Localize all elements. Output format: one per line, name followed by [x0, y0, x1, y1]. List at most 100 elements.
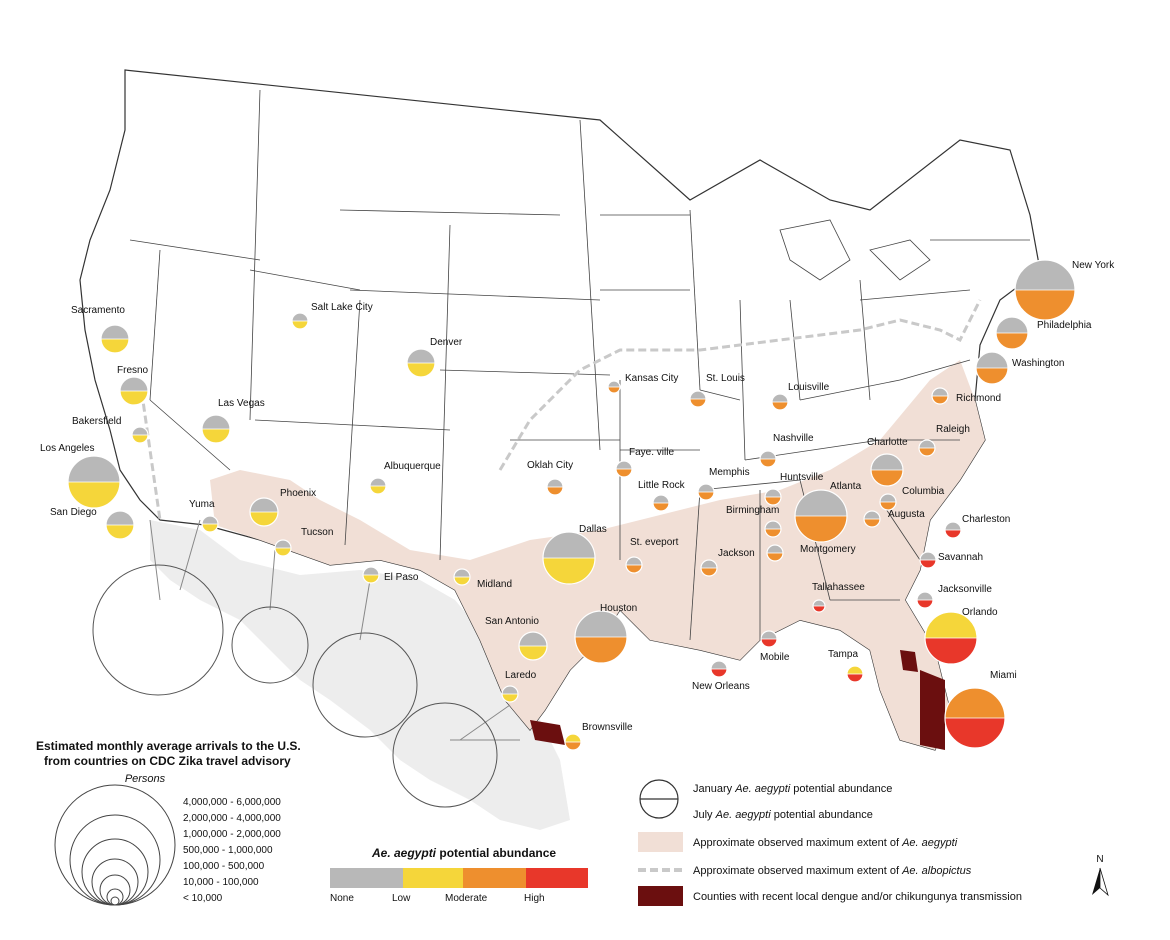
city-label-louisville: Louisville: [788, 382, 830, 393]
july-abundance-half: [945, 718, 1005, 748]
city-marker-san-antonio: San Antonio: [485, 616, 548, 661]
july-abundance-half: [772, 402, 788, 410]
city-marker-little-rock: Little Rock: [638, 480, 686, 512]
city-label-raleigh: Raleigh: [936, 424, 970, 435]
marker-outline: [274, 539, 292, 557]
city-marker-nashville: Nashville: [759, 433, 814, 468]
january-abundance-half: [519, 632, 547, 646]
marker-outline: [863, 510, 881, 528]
abundance-class-high: High: [524, 893, 545, 904]
marker-outline: [652, 494, 670, 512]
origin-circles: [92, 564, 498, 808]
july-abundance-half: [945, 530, 961, 538]
january-abundance-half: [575, 611, 627, 637]
city-label-san-diego: San Diego: [50, 507, 97, 518]
city-label-laredo: Laredo: [505, 670, 537, 681]
july-abundance-half: [132, 435, 148, 443]
city-label-augusta: Augusta: [888, 509, 925, 520]
january-abundance-half: [917, 592, 933, 600]
july-abundance-half: [765, 529, 781, 537]
january-abundance-half: [626, 557, 642, 565]
july-abundance-half: [795, 516, 847, 542]
arrivals-legend: Estimated monthly average arrivals to th…: [36, 739, 301, 906]
july-abundance-half: [363, 575, 379, 583]
january-abundance-half: [547, 479, 563, 487]
arrivals-range-2: 1,000,000 - 2,000,000: [183, 829, 281, 840]
marker-outline: [542, 531, 596, 585]
city-label-savannah: Savannah: [938, 552, 983, 563]
january-abundance-half: [543, 532, 595, 558]
july-abundance-half: [917, 600, 933, 608]
city-marker-jackson: Jackson: [700, 548, 755, 577]
arrivals-range-1: 2,000,000 - 4,000,000: [183, 813, 281, 824]
july-abundance-half: [932, 396, 948, 404]
january-abundance-half: [616, 461, 632, 469]
january-abundance-half: [565, 734, 581, 742]
city-marker-raleigh: Raleigh: [918, 424, 970, 457]
city-label-sacramento: Sacramento: [71, 305, 125, 316]
city-label-miami: Miami: [990, 670, 1017, 681]
january-abundance-half: [765, 521, 781, 529]
january-abundance-half: [68, 456, 120, 482]
arrivals-range-6: < 10,000: [183, 893, 223, 904]
january-abundance-half: [275, 540, 291, 548]
july-abundance-half: [101, 339, 129, 353]
january-abundance-half: [698, 484, 714, 492]
january-abundance-half: [690, 391, 706, 399]
january-abundance-half: [292, 313, 308, 321]
july-abundance-half: [547, 487, 563, 495]
july-abundance-half: [292, 321, 308, 329]
july-abundance-half: [701, 568, 717, 576]
key-aegypti-extent: Approximate observed maximum extent of A…: [693, 837, 958, 849]
july-abundance-half: [976, 368, 1008, 384]
city-label-new-orleans: New Orleans: [692, 681, 750, 692]
january-abundance-half: [120, 377, 148, 391]
city-marker-tampa: Tampa: [828, 649, 864, 683]
january-abundance-half: [502, 686, 518, 694]
marker-outline: [574, 610, 628, 664]
marker-outline: [291, 312, 309, 330]
january-abundance-half: [101, 325, 129, 339]
january-abundance-half: [772, 394, 788, 402]
city-label-mobile: Mobile: [760, 652, 790, 663]
july-abundance-half: [1015, 290, 1075, 320]
january-abundance-half: [701, 560, 717, 568]
july-abundance-half: [202, 524, 218, 532]
january-abundance-half: [106, 511, 134, 525]
great-lakes: [779, 219, 931, 281]
marker-outline: [919, 551, 937, 569]
marker-outline: [944, 687, 1006, 749]
july-abundance-half: [920, 560, 936, 568]
city-marker-las-vegas: Las Vegas: [201, 398, 265, 444]
arrivals-legend-ranges: 4,000,000 - 6,000,000 2,000,000 - 4,000,0…: [183, 797, 281, 904]
january-abundance-half: [765, 489, 781, 497]
july-abundance-half: [760, 459, 776, 467]
city-label-jacksonville: Jacksonville: [938, 584, 992, 595]
arrivals-legend-subtitle: Persons: [125, 773, 166, 785]
city-marker-oklah-city: Oklah City: [527, 460, 573, 496]
city-marker-memphis: Memphis: [697, 467, 750, 501]
north-arrow-label: N: [1096, 854, 1103, 865]
marker-outline: [995, 316, 1029, 350]
city-marker-san-diego: San Diego: [50, 507, 135, 540]
marker-outline: [249, 497, 279, 527]
city-marker-washington: Washington: [975, 351, 1064, 385]
marker-outline: [870, 453, 904, 487]
july-abundance-half: [626, 565, 642, 573]
july-abundance-half: [68, 482, 120, 508]
mexico-region: [150, 520, 570, 830]
july-abundance-half: [698, 492, 714, 500]
city-marker-laredo: Laredo: [501, 670, 537, 703]
city-marker-savannah: Savannah: [919, 551, 983, 569]
july-abundance-half: [543, 558, 595, 584]
city-marker-st-louis: St. Louis: [689, 373, 745, 408]
january-abundance-half: [202, 516, 218, 524]
key-legend: January Ae. aegypti potential abundance …: [638, 779, 1022, 906]
city-label-los-angeles: Los Angeles: [40, 443, 95, 454]
arrivals-range-4: 100,000 - 500,000: [183, 861, 265, 872]
city-label-san-antonio: San Antonio: [485, 616, 539, 627]
marker-outline: [759, 450, 777, 468]
city-label-midland: Midland: [477, 579, 512, 590]
july-abundance-half: [407, 363, 435, 377]
